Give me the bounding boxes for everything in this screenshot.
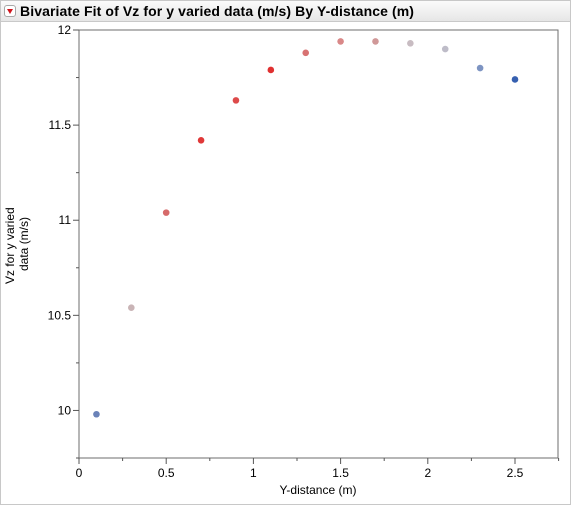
report-title-bar: Bivariate Fit of Vz for y varied data (m… — [1, 1, 570, 22]
data-point — [267, 66, 275, 74]
data-point — [476, 64, 484, 72]
x-tick-label: 0.5 — [158, 466, 175, 480]
data-point — [128, 304, 135, 312]
y-axis: 10 10.5 11 11.5 12 — [48, 23, 79, 459]
report-title: Bivariate Fit of Vz for y varied data (m… — [20, 3, 415, 19]
data-point — [372, 38, 379, 45]
data-point — [511, 76, 519, 83]
y-tick-label: 10.5 — [48, 308, 72, 322]
x-tick-label: 0 — [76, 466, 83, 480]
y-tick-label: 12 — [58, 23, 72, 37]
x-tick-label: 2 — [424, 466, 431, 480]
x-tick-label: 1 — [250, 466, 257, 480]
y-tick-label: 11.5 — [49, 118, 72, 132]
data-point — [407, 40, 414, 47]
y-axis-title-line-1: Vz for y varied — [3, 207, 17, 284]
y-axis-title-line-2: data (m/s) — [17, 217, 31, 271]
red-triangle-icon — [7, 9, 13, 14]
y-tick-label: 11 — [59, 213, 72, 227]
data-point — [197, 137, 205, 144]
x-axis: 0 0.5 1 1.5 2 2.5 — [76, 458, 560, 480]
data-points — [93, 38, 519, 418]
y-tick-label: 10 — [58, 403, 72, 417]
y-axis-title: Vz for y varied data (m/s) — [3, 204, 31, 284]
x-tick-label: 1.5 — [332, 466, 349, 480]
x-tick-label: 2.5 — [507, 466, 524, 480]
x-axis-title: Y-distance (m) — [280, 483, 357, 497]
disclosure-menu-icon[interactable] — [4, 5, 16, 17]
data-point — [441, 45, 449, 53]
data-point — [337, 38, 344, 45]
plot-frame — [78, 29, 559, 459]
data-point — [302, 49, 310, 57]
data-point — [232, 97, 240, 104]
data-point — [93, 410, 100, 418]
data-point — [162, 209, 170, 216]
